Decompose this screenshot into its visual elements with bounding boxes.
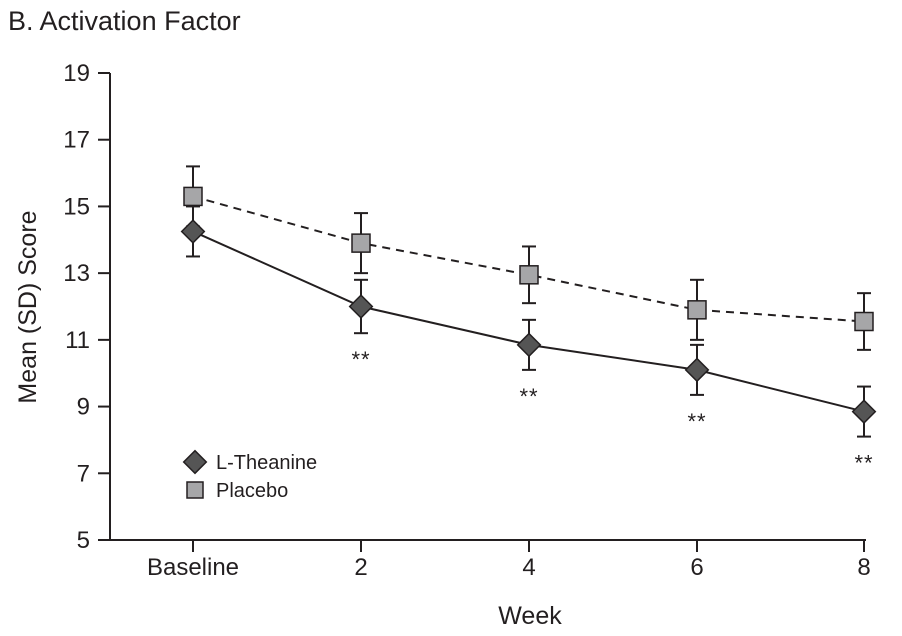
x-tick-label: Baseline [147, 554, 239, 581]
data-point-l-theanine [684, 357, 710, 383]
significance-annotations: ** ** ** ** [351, 347, 873, 476]
x-tick-label: 2 [354, 554, 367, 581]
plot-area [180, 165, 877, 438]
y-tick-label: 11 [65, 327, 90, 354]
data-point-l-theanine [516, 332, 542, 358]
data-point-placebo [183, 186, 203, 207]
series-line-placebo [192, 195, 865, 323]
legend-marker-square [186, 481, 204, 499]
y-tick-label: 15 [63, 193, 90, 220]
data-point-placebo [519, 265, 539, 285]
legend-item-l-theanine: L-Theanine [182, 449, 317, 475]
legend-label-l-theanine: L-Theanine [216, 452, 317, 474]
y-tick-label: 7 [77, 460, 90, 487]
legend: L-Theanine Placebo [182, 449, 317, 502]
y-tick-label: 9 [77, 394, 90, 421]
x-tick-label: 4 [522, 554, 535, 581]
significance-marker: ** [854, 451, 873, 476]
data-point-l-theanine [851, 399, 877, 424]
x-tick-label: 6 [690, 554, 703, 581]
y-ticks: 5 7 9 11 13 15 17 19 [63, 60, 110, 554]
significance-marker: ** [687, 409, 706, 434]
legend-label-placebo: Placebo [216, 480, 288, 502]
legend-item-placebo: Placebo [186, 480, 288, 502]
y-axis: 5 7 9 11 13 15 17 19 Mean (SD) Score [14, 60, 111, 554]
data-point-l-theanine [180, 219, 206, 244]
data-point-l-theanine [348, 294, 374, 319]
significance-marker: ** [519, 384, 538, 409]
x-axis: Baseline 2 4 6 8 Week [110, 539, 871, 630]
legend-marker-diamond [182, 449, 208, 475]
x-tick-label: 8 [857, 554, 870, 581]
y-tick-label: 5 [77, 527, 90, 554]
significance-marker: ** [351, 347, 370, 372]
x-ticks: Baseline 2 4 6 8 [147, 540, 871, 581]
data-point-placebo [854, 311, 874, 332]
chart-title: B. Activation Factor [8, 6, 241, 36]
y-tick-label: 13 [63, 260, 90, 287]
data-point-placebo [687, 300, 707, 320]
y-tick-label: 19 [63, 60, 90, 87]
x-axis-label: Week [498, 602, 562, 630]
y-axis-label: Mean (SD) Score [14, 210, 42, 403]
data-point-placebo [351, 233, 371, 253]
y-tick-label: 17 [63, 127, 90, 154]
